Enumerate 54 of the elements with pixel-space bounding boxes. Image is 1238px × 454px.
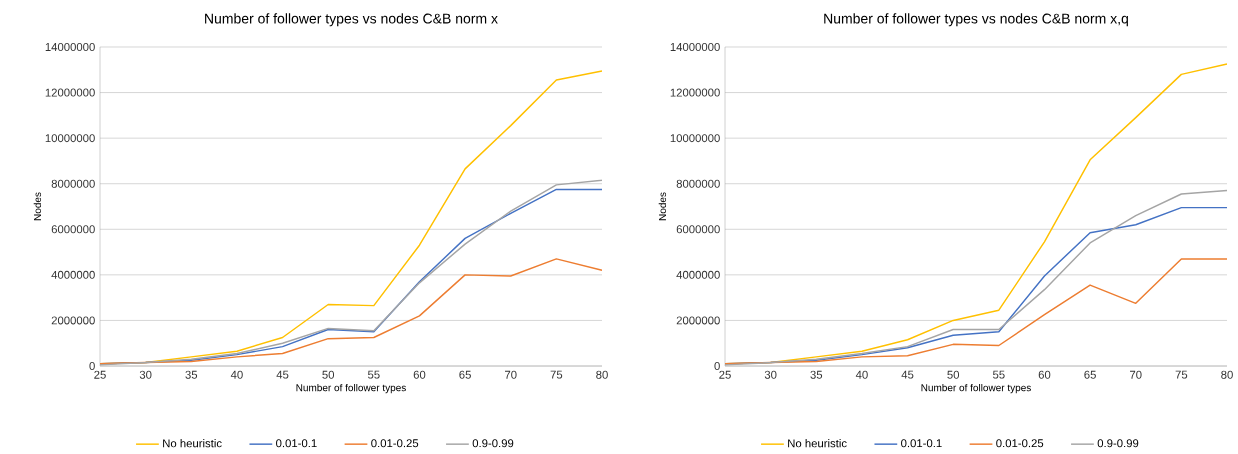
x-tick-label: 50 [322,370,335,379]
x-tick-label: 75 [550,370,563,379]
y-tick-label: 10000000 [45,134,95,143]
y-tick-label: 8000000 [676,179,720,188]
legend-label: 0.01-0.1 [901,439,942,448]
y-tick-label: 2000000 [676,316,720,325]
y-tick-label: 10000000 [670,134,720,143]
x-tick-label: 65 [1084,370,1096,379]
x-tick-label: 55 [992,370,1005,379]
y-tick-label: 4000000 [676,270,720,279]
x-axis-title: Number of follower types [296,383,406,394]
y-tick-label: 6000000 [51,225,95,234]
y-tick-label: 12000000 [45,88,95,97]
x-tick-label: 60 [413,370,426,379]
x-tick-label: 25 [719,370,731,379]
x-axis-title: Number of follower types [921,383,1031,394]
y-tick-label: 0 [89,362,95,371]
y-axis-title: Nodes [33,192,42,221]
x-tick-label: 40 [230,370,243,379]
y-tick-label: 0 [714,362,720,371]
x-tick-label: 80 [596,370,608,379]
x-tick-label: 30 [764,370,777,379]
legend-label: 0.9-0.99 [1097,439,1139,448]
y-tick-label: 12000000 [670,88,720,97]
x-tick-label: 45 [276,370,289,379]
x-tick-label: 60 [1038,370,1051,379]
y-tick-label: 2000000 [51,316,95,325]
legend-label: No heuristic [163,439,222,448]
legend-label: 0.9-0.99 [472,439,514,448]
x-tick-label: 70 [1130,370,1142,379]
legend-label: 0.01-0.25 [996,439,1044,448]
x-tick-label: 75 [1175,370,1188,379]
legend-label: No heuristic [788,439,847,448]
x-tick-label: 30 [139,370,152,379]
x-tick-label: 35 [185,370,198,379]
legend-label: 0.01-0.25 [371,439,419,448]
y-tick-label: 14000000 [670,43,720,52]
y-tick-label: 8000000 [51,179,95,188]
x-tick-label: 55 [367,370,380,379]
x-tick-label: 35 [810,370,823,379]
y-tick-label: 6000000 [676,225,720,234]
legend-label: 0.01-0.1 [276,439,317,448]
x-tick-label: 45 [901,370,914,379]
y-tick-label: 14000000 [45,43,95,52]
x-tick-label: 65 [459,370,471,379]
y-axis-title: Nodes [658,192,667,221]
x-tick-label: 80 [1221,370,1233,379]
chart-title: Number of follower types vs nodes C&B norm x,q [824,13,1128,27]
chart-title: Number of follower types vs nodes C&B norm x [205,13,498,27]
x-tick-label: 70 [505,370,517,379]
x-tick-label: 50 [947,370,960,379]
x-tick-label: 25 [94,370,106,379]
x-tick-label: 40 [855,370,868,379]
y-tick-label: 4000000 [51,270,95,279]
